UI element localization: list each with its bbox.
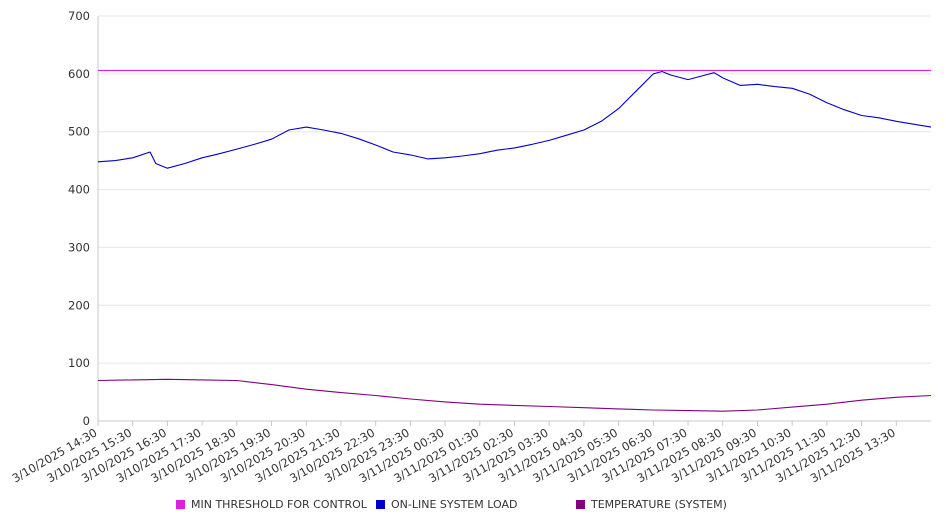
legend: MIN THRESHOLD FOR CONTROL ON-LINE SYSTEM… [0,498,946,514]
y-tick-label: 500 [68,125,90,139]
y-tick-label: 300 [68,240,90,254]
y-tick-label: 100 [68,356,90,370]
axes [98,16,931,421]
legend-item-system-load[interactable]: ON-LINE SYSTEM LOAD [376,498,517,511]
system-load-line [98,72,931,169]
y-tick-label: 700 [68,9,90,23]
legend-label-threshold: MIN THRESHOLD FOR CONTROL [191,498,367,511]
x-axis-ticks: 3/10/2025 14:303/10/2025 15:303/10/2025 … [10,421,898,485]
series-lines [98,70,931,411]
grid-lines [98,16,931,363]
y-axis-ticks: 0 100 200 300 400 500 600 700 [68,9,90,428]
legend-item-threshold[interactable]: MIN THRESHOLD FOR CONTROL [176,498,367,511]
legend-swatch-system-load [376,500,385,509]
temperature-line [98,379,931,411]
legend-swatch-threshold [176,500,185,509]
legend-item-temperature[interactable]: TEMPERATURE (SYSTEM) [576,498,727,511]
legend-label-system-load: ON-LINE SYSTEM LOAD [391,498,517,511]
y-tick-label: 600 [68,67,90,81]
y-tick-label: 0 [83,414,90,428]
legend-label-temperature: TEMPERATURE (SYSTEM) [591,498,727,511]
legend-swatch-temperature [576,500,585,509]
y-tick-label: 400 [68,183,90,197]
y-tick-label: 200 [68,298,90,312]
